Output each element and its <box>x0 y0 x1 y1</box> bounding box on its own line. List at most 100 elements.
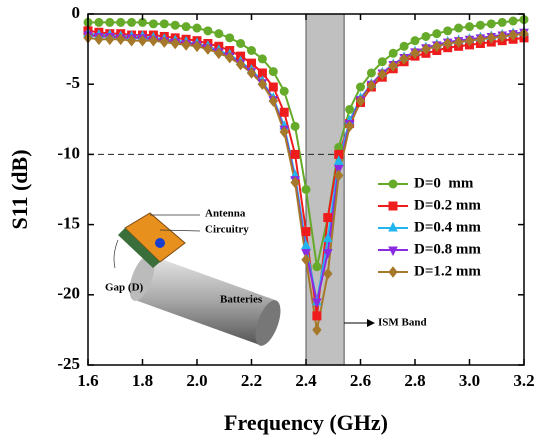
x-axis-title: Frequency (GHz) <box>224 410 388 435</box>
chip <box>155 238 165 248</box>
marker <box>399 41 409 51</box>
marker <box>279 86 289 96</box>
marker <box>301 239 311 250</box>
marker <box>203 26 213 36</box>
legend-label: D=0.4 mm <box>414 219 481 235</box>
marker <box>257 54 267 64</box>
x-tick-label: 2.0 <box>186 371 207 390</box>
marker <box>257 78 268 91</box>
marker <box>279 126 289 138</box>
marker <box>410 47 420 60</box>
x-tick-label: 1.6 <box>77 371 98 390</box>
legend-label: D=0 mm <box>414 175 474 191</box>
arrow-head <box>367 319 375 327</box>
y-tick-label: -20 <box>57 284 80 303</box>
x-tick-label: 3.0 <box>459 371 480 390</box>
marker <box>214 47 224 60</box>
x-tick-label: 1.8 <box>132 371 153 390</box>
marker <box>388 60 398 72</box>
marker <box>334 169 344 182</box>
marker <box>192 23 202 33</box>
marker <box>301 185 311 194</box>
marker <box>94 17 104 27</box>
legend-marker <box>388 179 398 189</box>
battery-end <box>255 300 281 346</box>
pointer <box>113 239 119 269</box>
marker <box>235 58 246 71</box>
marker <box>225 33 235 43</box>
marker <box>159 19 169 29</box>
marker <box>159 36 169 48</box>
marker <box>105 33 115 46</box>
marker <box>322 232 333 243</box>
x-tick-label: 2.2 <box>241 371 262 390</box>
marker <box>312 311 322 321</box>
marker <box>508 16 518 26</box>
marker <box>443 26 453 36</box>
marker <box>170 37 180 50</box>
illustration-label: Gap (D) <box>105 282 144 294</box>
marker <box>464 34 475 47</box>
marker <box>366 68 376 78</box>
marker <box>333 164 344 175</box>
battery-body <box>135 255 275 345</box>
x-tick-label: 2.4 <box>295 371 317 390</box>
marker <box>508 29 518 41</box>
marker <box>486 19 496 29</box>
marker <box>247 46 256 56</box>
marker <box>268 95 278 107</box>
legend-label: D=0.8 mm <box>414 241 481 257</box>
legend-label: D=1.2 mm <box>414 263 481 279</box>
legend-marker <box>388 221 398 232</box>
marker <box>421 43 431 55</box>
marker <box>181 39 191 51</box>
marker <box>443 37 453 50</box>
marker <box>236 38 246 48</box>
marker <box>170 20 180 30</box>
legend-label: D=0.2 mm <box>414 197 481 213</box>
illustration-label: Batteries <box>220 294 263 306</box>
marker <box>344 120 355 133</box>
band-label: ISM Band <box>378 317 427 329</box>
marker <box>312 324 322 336</box>
y-tick-label: -5 <box>66 73 80 92</box>
marker <box>181 22 191 32</box>
marker <box>148 19 158 29</box>
marker <box>301 253 311 266</box>
marker <box>486 32 496 44</box>
marker <box>301 227 311 237</box>
marker <box>290 121 300 131</box>
marker <box>225 51 235 64</box>
marker <box>355 95 366 107</box>
marker <box>214 29 224 39</box>
marker <box>497 17 507 27</box>
marker <box>116 17 126 27</box>
marker <box>268 82 278 92</box>
marker <box>290 149 300 159</box>
legend-marker <box>388 266 398 278</box>
marker <box>279 107 289 117</box>
legend-marker <box>388 201 398 211</box>
marker <box>366 79 377 92</box>
marker <box>323 213 333 223</box>
marker <box>377 57 387 67</box>
marker <box>290 176 300 189</box>
x-tick-label: 2.6 <box>350 371 371 390</box>
ism-band <box>305 13 345 366</box>
marker <box>192 40 202 53</box>
marker <box>497 30 507 43</box>
marker <box>203 43 213 55</box>
y-tick-label: -25 <box>57 354 80 373</box>
marker <box>475 33 486 46</box>
marker <box>126 34 137 47</box>
marker <box>137 34 148 47</box>
marker <box>312 298 322 308</box>
device-illustration <box>113 212 281 346</box>
marker <box>432 40 442 53</box>
illustration-label: Antenna <box>205 208 246 220</box>
antenna-board <box>118 228 160 268</box>
marker <box>465 22 474 32</box>
battery-end <box>129 255 155 301</box>
marker <box>453 36 464 48</box>
